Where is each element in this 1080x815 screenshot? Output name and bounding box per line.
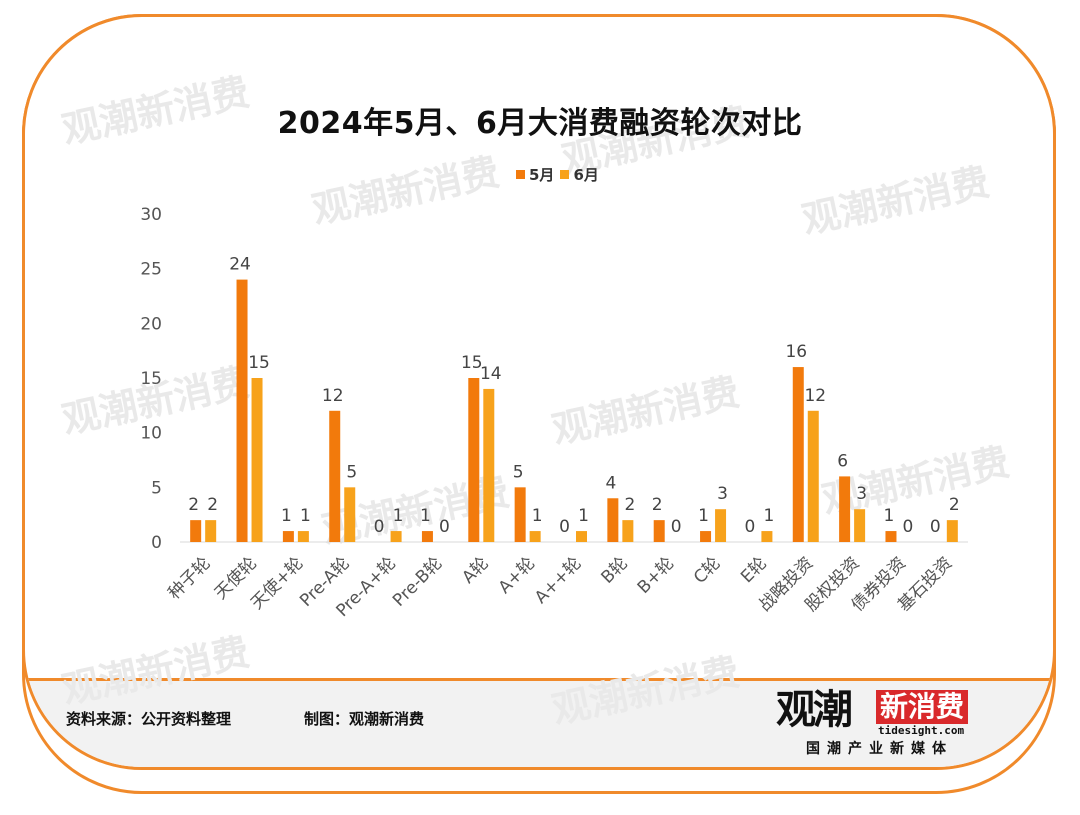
x-tick-label: A++轮 — [531, 553, 586, 608]
data-label: 2 — [949, 495, 960, 515]
x-tick-label: A轮 — [458, 553, 492, 587]
data-label: 15 — [461, 353, 483, 373]
bar-june — [344, 487, 356, 542]
data-label: 0 — [559, 517, 570, 537]
bar-june — [390, 531, 402, 542]
data-label: 1 — [698, 506, 709, 526]
bar-june — [297, 531, 309, 542]
x-tick-label: 种子轮 — [165, 553, 215, 603]
bar-june — [622, 520, 634, 542]
data-label: 1 — [884, 506, 895, 526]
data-label: 5 — [346, 462, 357, 482]
data-label: 0 — [671, 517, 682, 537]
x-tick-label: B+轮 — [634, 553, 678, 597]
legend-label-may: 5月 — [529, 166, 555, 184]
data-label: 0 — [439, 517, 450, 537]
y-tick-label: 15 — [140, 369, 162, 389]
legend-swatch-june — [560, 170, 570, 179]
bar-may — [792, 367, 804, 542]
data-label: 16 — [785, 342, 807, 362]
data-label: 1 — [420, 506, 431, 526]
logo-name-red: 新消费 — [876, 690, 969, 724]
brand-logo: 观潮 新消费 tidesight.com 国潮产业新媒体 — [776, 688, 998, 758]
bar-may — [282, 531, 294, 542]
data-label: 2 — [188, 495, 199, 515]
data-label: 0 — [930, 517, 941, 537]
data-label: 0 — [374, 517, 385, 537]
bar-may — [329, 410, 341, 542]
bar-may — [607, 498, 619, 542]
chart-title: 2024年5月、6月大消费融资轮次对比 — [277, 106, 803, 141]
bar-june — [205, 520, 217, 542]
bar-june — [483, 388, 495, 542]
y-tick-label: 5 — [151, 478, 162, 498]
data-label: 14 — [480, 364, 502, 384]
source-note: 资料来源：公开资料整理 — [66, 710, 232, 728]
legend-label-june: 6月 — [573, 166, 599, 184]
data-label: 2 — [624, 495, 635, 515]
bar-may — [885, 531, 897, 542]
bar-may — [514, 487, 526, 542]
data-label: 1 — [393, 506, 404, 526]
bar-june — [946, 520, 958, 542]
data-label: 2 — [652, 495, 663, 515]
bar-june — [807, 410, 819, 542]
bar-june — [251, 378, 263, 542]
data-label: 5 — [513, 462, 524, 482]
bar-june — [854, 509, 866, 542]
data-label: 3 — [856, 484, 867, 504]
legend: 5月 6月 — [510, 164, 599, 185]
x-tick-label: 天使+轮 — [246, 553, 307, 614]
y-tick-label: 30 — [140, 205, 162, 225]
data-label: 3 — [717, 484, 728, 504]
bar-june — [761, 531, 773, 542]
x-tick-label: B轮 — [597, 553, 631, 587]
bar-june — [715, 509, 727, 542]
data-label: 1 — [281, 506, 292, 526]
bar-may — [839, 476, 851, 542]
y-tick-label: 20 — [140, 314, 162, 334]
bar-may — [700, 531, 712, 542]
bar-may — [421, 531, 433, 542]
data-label: 15 — [248, 353, 270, 373]
data-label: 1 — [300, 506, 311, 526]
x-tick-label: Pre-B轮 — [389, 553, 446, 610]
data-label: 1 — [578, 506, 589, 526]
data-label: 0 — [903, 517, 914, 537]
bar-may — [236, 279, 248, 542]
maker-note: 制图：观潮新消费 — [304, 710, 425, 728]
bar-may — [190, 520, 202, 542]
x-tick-label: C轮 — [690, 553, 725, 588]
logo-site: tidesight.com — [878, 724, 965, 737]
data-label: 12 — [804, 386, 826, 406]
bar-may — [653, 520, 665, 542]
y-tick-label: 10 — [140, 424, 162, 444]
data-label: 24 — [229, 255, 251, 275]
bar-june — [529, 531, 541, 542]
data-label: 4 — [605, 473, 616, 493]
y-tick-label: 0 — [151, 533, 162, 553]
y-tick-label: 25 — [140, 260, 162, 280]
x-tick-label: E轮 — [737, 553, 771, 587]
logo-name-dark: 观潮 — [776, 687, 853, 733]
data-label: 6 — [837, 451, 848, 471]
data-label: 1 — [532, 506, 543, 526]
bar-may — [468, 378, 480, 542]
logo-slogan: 国潮产业新媒体 — [806, 741, 953, 757]
legend-swatch-may — [516, 170, 525, 179]
bar-june — [576, 531, 587, 542]
data-label: 2 — [207, 495, 218, 515]
data-label: 1 — [763, 506, 774, 526]
data-label: 12 — [322, 386, 344, 406]
data-label: 0 — [744, 517, 755, 537]
